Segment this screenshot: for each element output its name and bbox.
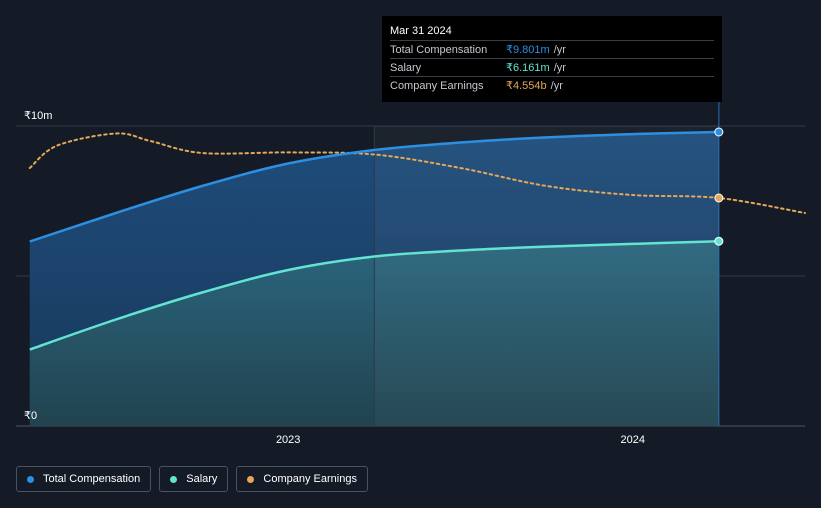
line-total-compensation <box>29 130 719 243</box>
tooltip-label: Total Compensation <box>390 43 488 56</box>
series-end-markers <box>714 127 724 246</box>
chart-tooltip: Mar 31 2024 Total Compensation ₹9.801m /… <box>382 16 722 102</box>
y-tick-label: ₹10m <box>24 110 52 122</box>
marker-salary <box>714 236 724 246</box>
legend-dot-icon <box>247 475 255 483</box>
tooltip-value: ₹4.554b <box>506 80 547 92</box>
legend-label: Company Earnings <box>263 473 357 485</box>
x-tick-label: 2023 <box>276 434 300 446</box>
tooltip-unit: /yr <box>550 79 563 92</box>
line-company-earnings <box>28 132 806 214</box>
tooltip-date: Mar 31 2024 <box>390 25 452 37</box>
series-areas <box>29 102 720 426</box>
y-tick-label: ₹0 <box>24 410 37 422</box>
tooltip-unit: /yr <box>553 43 566 56</box>
legend-item-company-earnings[interactable]: Company Earnings <box>236 466 368 492</box>
line-salary <box>29 239 719 351</box>
legend-item-total-compensation[interactable]: Total Compensation <box>16 466 152 492</box>
legend-dot-icon <box>27 475 34 483</box>
tooltip-value: ₹9.801m <box>506 44 550 56</box>
marker-total-compensation <box>714 127 724 137</box>
marker-company-earnings <box>714 193 724 203</box>
tooltip-label: Company Earnings <box>390 79 484 92</box>
tooltip-row-salary: Salary ₹6.161m /yr <box>390 58 714 76</box>
tooltip-unit: /yr <box>553 61 566 74</box>
tooltip-label: Salary <box>390 61 422 74</box>
chart-legend: Total Compensation Salary Company Earnin… <box>16 466 368 492</box>
tooltip-value: ₹6.161m <box>506 62 550 74</box>
axes: ₹10m ₹0 2023 2024 <box>24 110 645 446</box>
legend-dot-icon <box>170 475 178 483</box>
legend-item-salary[interactable]: Salary <box>159 466 229 492</box>
legend-label: Total Compensation <box>43 473 141 485</box>
series-lines <box>28 130 806 351</box>
legend-label: Salary <box>186 473 218 485</box>
x-tick-label: 2024 <box>620 434 644 446</box>
tooltip-row-total-compensation: Total Compensation ₹9.801m /yr <box>390 40 714 58</box>
tooltip-row-company-earnings: Company Earnings ₹4.554b /yr <box>390 76 714 94</box>
highlight-band <box>374 126 719 426</box>
